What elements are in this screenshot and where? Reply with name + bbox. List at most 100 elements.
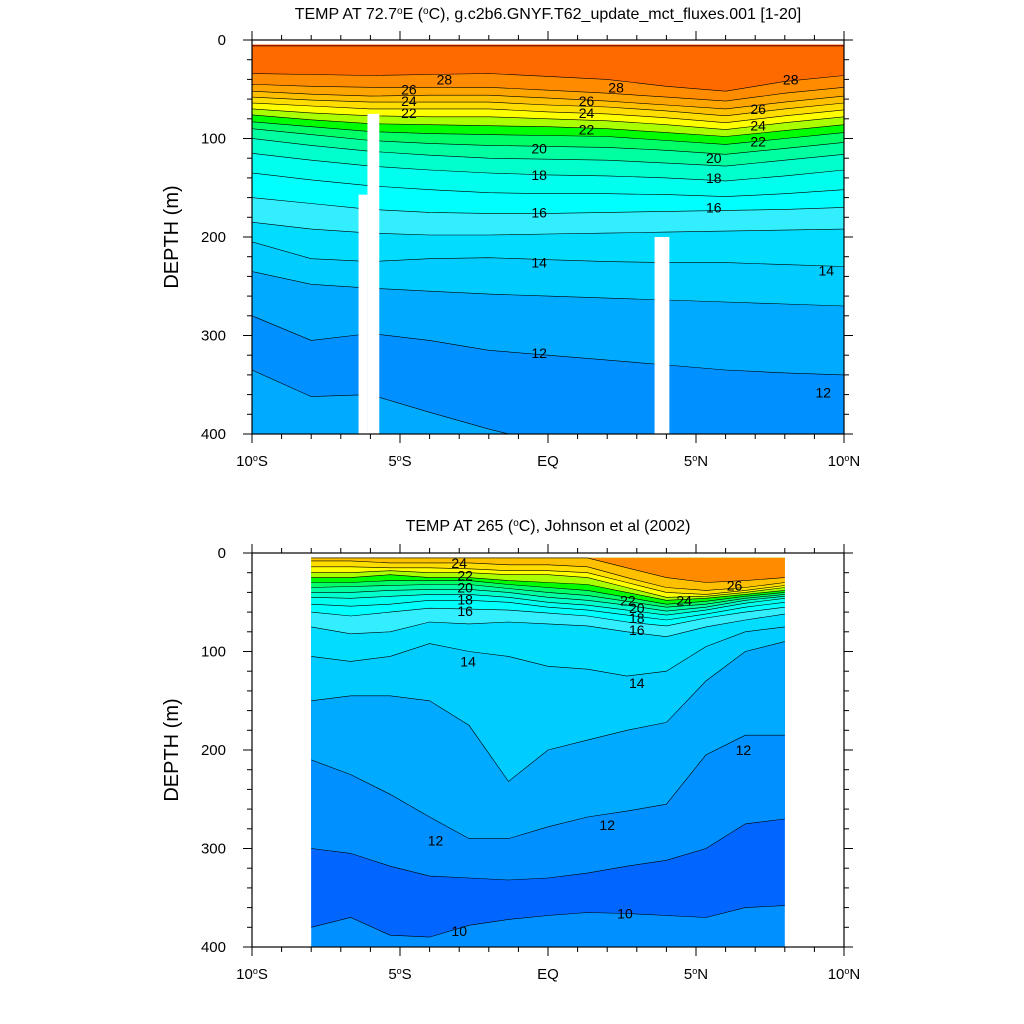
isotherm-0-17 bbox=[252, 172, 844, 197]
contour-label-0-21: 12 bbox=[815, 385, 831, 401]
isotherm-1-17 bbox=[311, 600, 785, 621]
isotherm-0-13 bbox=[252, 271, 844, 307]
contour-label-0-13: 20 bbox=[706, 150, 722, 166]
y-tick-label: 400 bbox=[201, 426, 226, 443]
isotherm-1-13 bbox=[311, 641, 785, 782]
y-tick-label: 0 bbox=[218, 32, 226, 49]
contour-label-1-17: 10 bbox=[617, 906, 633, 922]
isotherm-0-18 bbox=[252, 153, 844, 182]
contour-label-1-12: 14 bbox=[629, 675, 645, 691]
contour-label-0-14: 18 bbox=[531, 167, 547, 183]
missing-data-bar-0-2 bbox=[654, 237, 670, 435]
bottom-contour-plot bbox=[311, 557, 785, 947]
isotherm-1-21 bbox=[311, 580, 785, 605]
contour-label-1-9: 24 bbox=[676, 592, 692, 608]
y-tick-label: 0 bbox=[218, 545, 226, 562]
isotherm-1-23 bbox=[311, 570, 785, 598]
x-tick-label: 5oN bbox=[684, 453, 708, 470]
contour-label-1-0: 24 bbox=[451, 555, 467, 571]
isotherm-1-26 bbox=[311, 557, 785, 583]
top-panel-title: TEMP AT 72.7oE (oC), g.c2b6.GNYF.T62_upd… bbox=[295, 6, 802, 24]
contour-label-0-2: 28 bbox=[783, 71, 799, 87]
isotherm-0-20 bbox=[252, 128, 844, 155]
isotherm-0-14 bbox=[252, 241, 844, 267]
contour-label-0-18: 14 bbox=[531, 255, 547, 271]
bottom-axes: 10oS 5oS EQ 5oN 10oN 0 100 200 300 400 bbox=[201, 544, 860, 983]
isotherm-0-11 bbox=[252, 369, 510, 434]
contour-label-0-11: 22 bbox=[750, 133, 766, 149]
isotherm-1-22 bbox=[311, 574, 785, 601]
contour-label-1-6: 20 bbox=[629, 600, 645, 616]
isotherm-0-22 bbox=[252, 114, 844, 137]
y-tick-label: 100 bbox=[201, 644, 226, 661]
top-missing-data-mask bbox=[358, 113, 670, 435]
contour-label-1-15: 12 bbox=[428, 833, 444, 849]
contour-label-0-12: 20 bbox=[531, 140, 547, 156]
x-tick-label: 5oS bbox=[388, 966, 411, 983]
contour-label-0-10: 24 bbox=[750, 118, 766, 134]
isotherm-1-16 bbox=[311, 606, 785, 627]
band-1-top bbox=[311, 557, 785, 583]
isotherm-1-18 bbox=[311, 594, 785, 616]
isotherm-1-19 bbox=[311, 589, 785, 612]
isotherm-0-24 bbox=[252, 102, 844, 124]
contour-label-1-1: 22 bbox=[457, 568, 473, 584]
y-tick-label: 200 bbox=[201, 229, 226, 246]
contour-label-1-14: 12 bbox=[599, 817, 615, 833]
contour-label-1-16: 10 bbox=[451, 923, 467, 939]
contour-label-0-17: 16 bbox=[706, 199, 722, 215]
isotherm-1-14 bbox=[311, 626, 785, 677]
x-tick-label: 10oN bbox=[828, 453, 861, 470]
y-tick-label: 100 bbox=[201, 131, 226, 148]
bottom-y-axis-label: DEPTH (m) bbox=[161, 698, 183, 801]
contour-label-0-16: 16 bbox=[531, 204, 547, 220]
contour-label-1-2: 20 bbox=[457, 579, 473, 595]
contour-label-1-4: 16 bbox=[457, 603, 473, 619]
contour-label-1-5: 22 bbox=[620, 592, 636, 608]
y-tick-label: 400 bbox=[201, 939, 226, 956]
x-tick-label: 5oS bbox=[388, 453, 411, 470]
contour-label-0-19: 14 bbox=[818, 262, 834, 278]
contour-label-0-3: 26 bbox=[401, 81, 417, 97]
bottom-panel-title: TEMP AT 265 (oC), Johnson et al (2002) bbox=[406, 518, 691, 536]
contour-label-0-20: 12 bbox=[531, 345, 547, 361]
x-tick-label: 5oN bbox=[684, 966, 708, 983]
x-tick-label: EQ bbox=[537, 453, 559, 470]
x-tick-label: 10oS bbox=[236, 453, 268, 470]
contour-label-0-15: 18 bbox=[706, 170, 722, 186]
x-tick-label: EQ bbox=[537, 966, 559, 983]
top-panel: TEMP AT 72.7oE (oC), g.c2b6.GNYF.T62_upd… bbox=[161, 6, 860, 471]
isotherm-0-16 bbox=[252, 197, 844, 214]
isotherm-1-15 bbox=[311, 613, 785, 638]
top-axes: 10oS 5oS EQ 5oN 10oN 0 100 200 300 400 bbox=[201, 31, 860, 470]
isotherm-0-15 bbox=[252, 221, 844, 236]
missing-data-bar-0-1 bbox=[367, 113, 380, 435]
contour-label-1-10: 26 bbox=[727, 578, 743, 594]
contour-label-0-6: 26 bbox=[579, 93, 595, 109]
isotherm-1-10 bbox=[311, 905, 785, 938]
contour-label-0-0: 28 bbox=[437, 71, 453, 87]
isotherm-0-25 bbox=[252, 96, 844, 117]
isotherm-1-11 bbox=[311, 818, 785, 881]
contour-label-0-9: 26 bbox=[750, 101, 766, 117]
contour-label-0-1: 28 bbox=[608, 79, 624, 95]
isotherm-0-27 bbox=[252, 84, 844, 102]
top-contour-plot bbox=[252, 44, 844, 434]
isotherm-0-26 bbox=[252, 90, 844, 110]
bottom-panel: TEMP AT 265 (oC), Johnson et al (2002) 2… bbox=[161, 518, 860, 984]
isotherm-0-19 bbox=[252, 138, 844, 167]
contour-label-1-13: 12 bbox=[736, 742, 752, 758]
isotherm-1-20 bbox=[311, 584, 785, 608]
isotherm-0-21 bbox=[252, 121, 844, 145]
contour-label-0-5: 22 bbox=[401, 105, 417, 121]
contour-label-0-4: 24 bbox=[401, 93, 417, 109]
contour-label-1-7: 18 bbox=[629, 610, 645, 626]
contour-label-1-3: 18 bbox=[457, 591, 473, 607]
isotherm-0-12 bbox=[252, 315, 844, 376]
contour-label-1-8: 16 bbox=[629, 622, 645, 638]
y-tick-label: 300 bbox=[201, 328, 226, 345]
y-tick-label: 300 bbox=[201, 841, 226, 858]
